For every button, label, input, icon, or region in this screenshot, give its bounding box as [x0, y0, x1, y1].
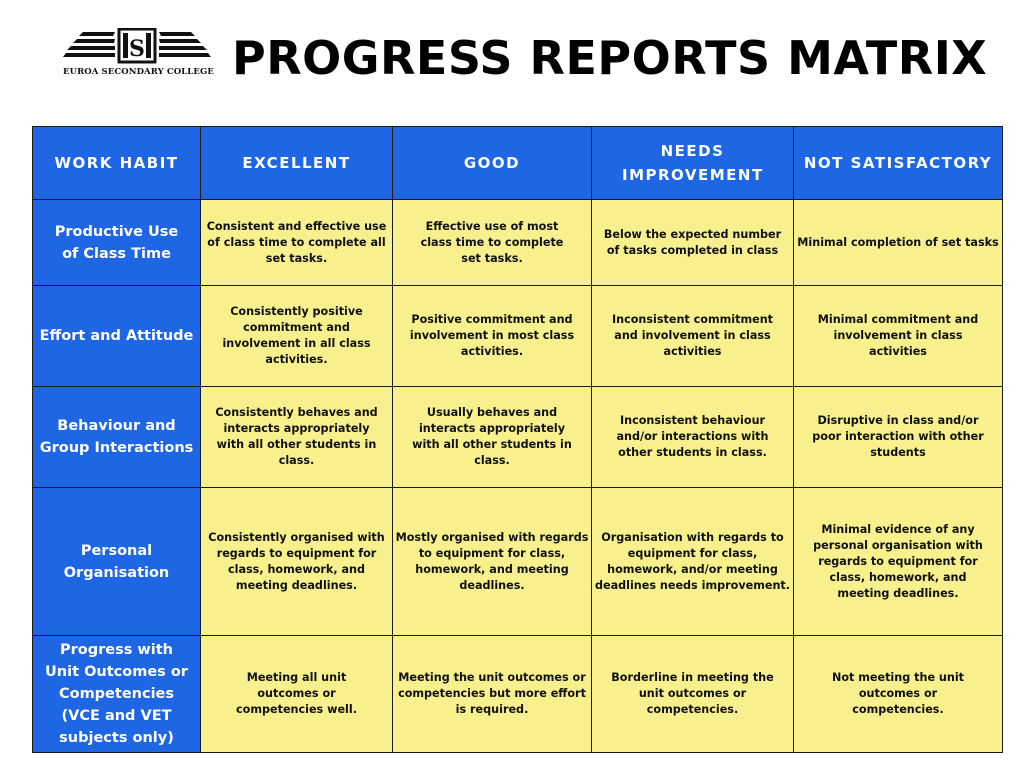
- cell-not-satisfactory: Disruptive in class and/or poor interact…: [793, 386, 1003, 488]
- column-header-good: GOOD: [392, 126, 592, 200]
- cell-needs-improvement: Inconsistent commitment and involvement …: [591, 285, 794, 387]
- page-header: S EUROA SECONDARY COLLEGE PROGRESS REPOR…: [60, 26, 990, 96]
- school-crest-icon: S: [63, 28, 211, 64]
- row-header-behaviour: Behaviour and Group Interactions: [32, 386, 201, 488]
- school-logo: S EUROA SECONDARY COLLEGE: [60, 26, 215, 86]
- cell-needs-improvement: Organisation with regards to equipment f…: [591, 487, 794, 636]
- table-row: Progress with Unit Outcomes or Competenc…: [32, 635, 1003, 753]
- progress-matrix-table: WORK HABIT EXCELLENT GOOD NEEDS IMPROVEM…: [32, 126, 1003, 753]
- row-header-productive-use: Productive Use of Class Time: [32, 199, 201, 286]
- cell-good: Meeting the unit outcomes or competencie…: [392, 635, 592, 753]
- cell-not-satisfactory: Not meeting the unit outcomes or compete…: [793, 635, 1003, 753]
- table-row: Effort and Attitude Consistently positiv…: [32, 285, 1003, 387]
- cell-needs-improvement: Borderline in meeting the unit outcomes …: [591, 635, 794, 753]
- cell-not-satisfactory: Minimal commitment and involvement in cl…: [793, 285, 1003, 387]
- column-header-excellent: EXCELLENT: [200, 126, 393, 200]
- svg-text:S: S: [129, 36, 145, 62]
- column-header-needs-improvement: NEEDS IMPROVEMENT: [591, 126, 794, 200]
- cell-good: Mostly organised with regards to equipme…: [392, 487, 592, 636]
- cell-excellent: Consistently positive commitment and inv…: [200, 285, 393, 387]
- table-row: Productive Use of Class Time Consistent …: [32, 199, 1003, 286]
- column-header-label: NEEDS IMPROVEMENT: [622, 142, 764, 184]
- column-header-not-satisfactory: NOT SATISFACTORY: [793, 126, 1003, 200]
- school-name: EUROA SECONDARY COLLEGE: [63, 67, 214, 77]
- table-row: Behaviour and Group Interactions Consist…: [32, 386, 1003, 488]
- cell-not-satisfactory: Minimal evidence of any personal organis…: [793, 487, 1003, 636]
- cell-excellent: Consistently organised with regards to e…: [200, 487, 393, 636]
- cell-excellent: Consistently behaves and interacts appro…: [200, 386, 393, 488]
- cell-not-satisfactory: Minimal completion of set tasks: [793, 199, 1003, 286]
- row-header-unit-outcomes: Progress with Unit Outcomes or Competenc…: [32, 635, 201, 753]
- cell-needs-improvement: Inconsistent behaviour and/or interactio…: [591, 386, 794, 488]
- column-header-work-habit: WORK HABIT: [32, 126, 201, 200]
- page-title: PROGRESS REPORTS MATRIX: [232, 31, 988, 85]
- cell-excellent: Meeting all unit outcomes or competencie…: [200, 635, 393, 753]
- cell-needs-improvement: Below the expected number of tasks compl…: [591, 199, 794, 286]
- cell-good: Effective use of most class time to comp…: [392, 199, 592, 286]
- cell-good: Usually behaves and interacts appropriat…: [392, 386, 592, 488]
- cell-excellent: Consistent and effective use of class ti…: [200, 199, 393, 286]
- table-row: Personal Organisation Consistently organ…: [32, 487, 1003, 636]
- table-header-row: WORK HABIT EXCELLENT GOOD NEEDS IMPROVEM…: [32, 126, 1003, 200]
- row-header-personal-organisation: Personal Organisation: [32, 487, 201, 636]
- cell-good: Positive commitment and involvement in m…: [392, 285, 592, 387]
- row-header-effort-attitude: Effort and Attitude: [32, 285, 201, 387]
